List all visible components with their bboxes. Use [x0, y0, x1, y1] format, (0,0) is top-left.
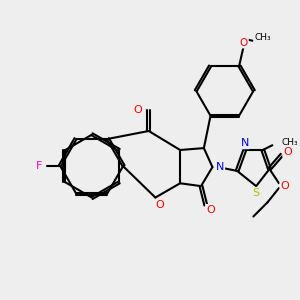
Text: O: O: [240, 38, 248, 48]
Text: O: O: [283, 147, 292, 157]
Text: F: F: [36, 161, 43, 171]
Text: N: N: [241, 138, 249, 148]
Text: O: O: [280, 181, 289, 191]
Text: O: O: [206, 205, 215, 215]
Text: CH₃: CH₃: [282, 138, 298, 147]
Text: O: O: [156, 200, 164, 210]
Text: O: O: [133, 105, 142, 115]
Text: CH₃: CH₃: [254, 33, 271, 42]
Text: S: S: [253, 188, 260, 198]
Text: N: N: [216, 162, 224, 172]
